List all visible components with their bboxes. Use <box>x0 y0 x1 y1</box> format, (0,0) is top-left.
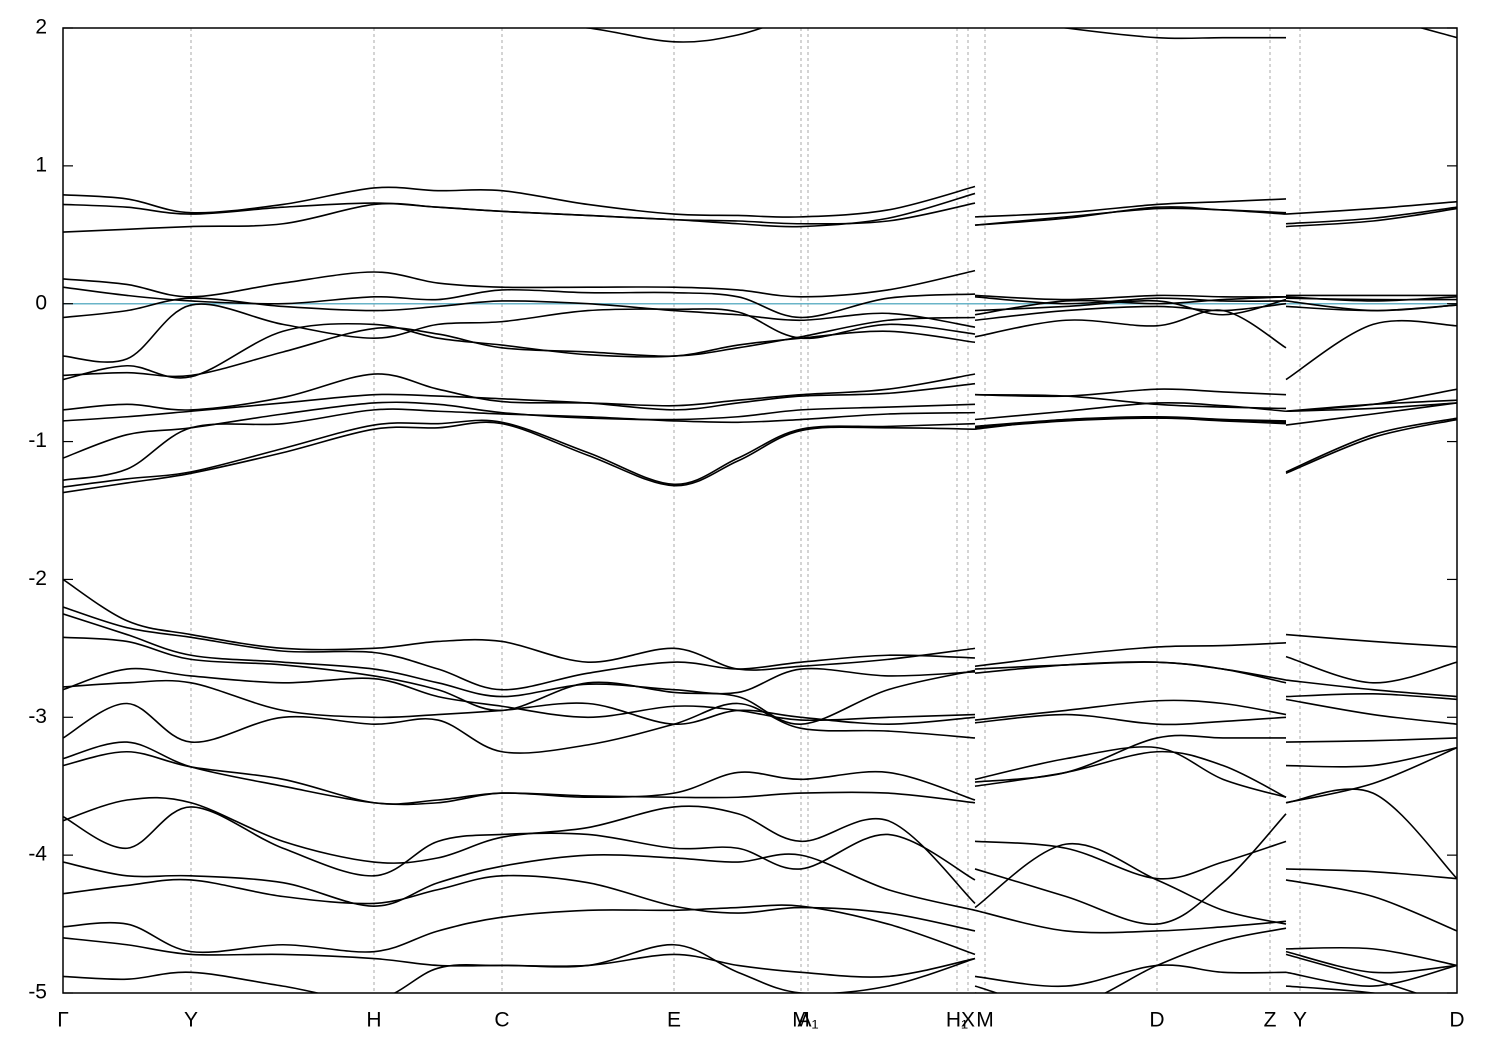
band-line <box>63 578 1457 671</box>
y-tick-label: 1 <box>35 153 47 176</box>
grid <box>62 28 1458 993</box>
y-tick-label: 0 <box>35 291 47 314</box>
x-tick-label: C <box>494 1009 509 1032</box>
x-tick-label: A₁ <box>797 1009 818 1032</box>
band-line <box>63 192 1457 233</box>
band-line <box>580 28 1457 43</box>
x-tick-label: Γ <box>57 1009 69 1032</box>
band-line <box>63 296 1457 378</box>
x-tick-label: H <box>366 1009 381 1032</box>
bands <box>63 28 1457 993</box>
band-line <box>63 796 1457 925</box>
y-tick-label: -2 <box>28 567 47 590</box>
band-line <box>63 943 1457 993</box>
band-line <box>63 185 1457 218</box>
y-tick-label: -1 <box>28 429 47 452</box>
band-line <box>63 269 1457 301</box>
y-tick-label: -3 <box>28 705 47 728</box>
band-line <box>63 679 1457 799</box>
x-tick-label: D <box>1149 1009 1164 1032</box>
band-line <box>63 806 1457 932</box>
x-tick-label: D <box>1449 1009 1464 1032</box>
y-tick-label: 2 <box>35 16 47 39</box>
band-line <box>63 904 1419 993</box>
plot-frame <box>62 27 1458 994</box>
band-line <box>63 415 1457 488</box>
x-tick-label: M <box>976 1009 994 1032</box>
x-tick-label: E <box>667 1009 681 1032</box>
y-tick-label: -5 <box>28 981 47 1004</box>
y-tick-label: -4 <box>28 843 47 866</box>
x-tick-label: Z <box>1264 1009 1277 1032</box>
x-tick-label: M <box>792 1009 810 1032</box>
x-tick-label: Y <box>1293 1009 1307 1032</box>
x-tick-label: X <box>961 1009 975 1032</box>
band-line <box>63 853 1457 967</box>
band-line <box>63 298 1457 381</box>
x-tick-label: H₁ <box>946 1009 968 1032</box>
band-line <box>63 667 1457 726</box>
band-line <box>63 874 1457 988</box>
band-line <box>63 613 1457 698</box>
x-tick-label: Y <box>184 1009 198 1032</box>
band-line <box>63 417 1457 494</box>
band-line <box>63 750 1457 880</box>
